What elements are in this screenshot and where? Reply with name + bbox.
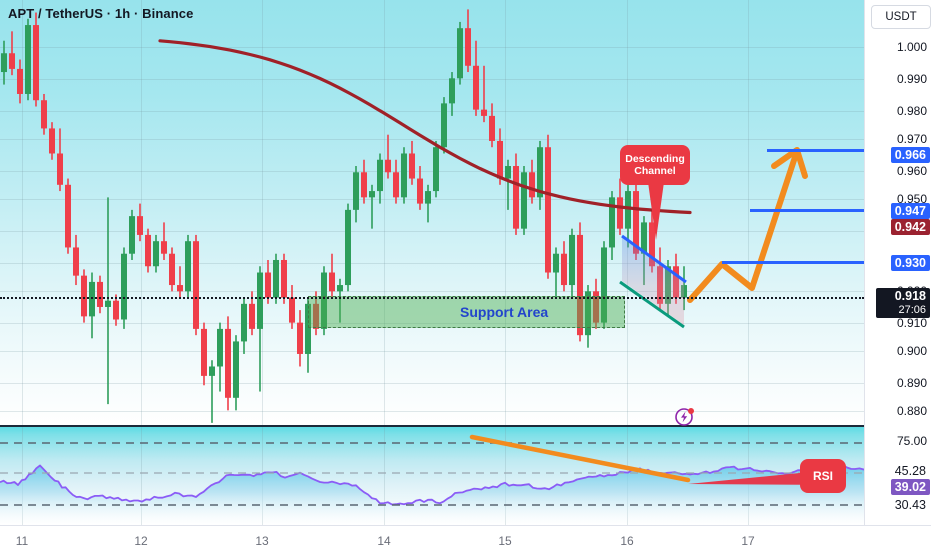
time-tick-14: 14 (377, 534, 391, 548)
descending-channel-callout[interactable]: Descending Channel (620, 145, 690, 185)
time-tick-13: 13 (255, 534, 269, 548)
vgrid (22, 0, 23, 426)
vgrid (22, 427, 23, 525)
vgrid (262, 427, 263, 525)
time-tick-17: 17 (741, 534, 755, 548)
time-axis[interactable]: 11 12 13 14 15 16 17 (0, 525, 931, 556)
price-badge-resistance-0947[interactable]: 0.947 (890, 203, 930, 219)
vgrid (384, 427, 385, 525)
hgrid (0, 231, 864, 232)
price-badge-resistance-0966[interactable]: 0.966 (890, 147, 930, 163)
price-tick-0900: 0.900 (896, 344, 927, 358)
resistance-line-0930[interactable] (722, 261, 864, 264)
support-area-label: Support Area (460, 304, 549, 320)
vgrid (262, 0, 263, 426)
page-title: APT / TetherUS · 1h · Binance (8, 6, 194, 21)
rsi-tick-7500: 75.00 (896, 434, 927, 448)
vgrid (627, 427, 628, 525)
price-tick-0970: 0.970 (896, 132, 927, 146)
hgrid (0, 111, 864, 112)
vgrid (748, 0, 749, 426)
vgrid (141, 0, 142, 426)
price-axis[interactable]: USDT 1.0000.9900.9800.9700.9600.9500.940… (864, 0, 931, 525)
price-tick-0960: 0.960 (896, 164, 927, 178)
moving-average-line (158, 39, 692, 215)
hgrid (0, 199, 864, 200)
price-tick-0880: 0.880 (896, 404, 927, 418)
rsi-tick-3043: 30.43 (890, 497, 930, 513)
hgrid (0, 291, 864, 292)
resistance-line-0966[interactable] (767, 149, 864, 152)
callout-line-1: Descending (625, 153, 685, 165)
hgrid (0, 47, 864, 48)
price-tick-1000: 1.000 (896, 40, 927, 54)
hgrid (0, 351, 864, 352)
price-chart-pane[interactable]: Support Area (0, 0, 864, 426)
candlestick-series (1, 9, 687, 423)
vgrid (505, 427, 506, 525)
vgrid (505, 0, 506, 426)
price-tick-0950: 0.950 (896, 192, 927, 206)
rsi-tick-3902: 39.02 (890, 479, 930, 495)
price-tick-0990: 0.990 (896, 72, 927, 86)
time-tick-12: 12 (134, 534, 148, 548)
hgrid (0, 171, 864, 172)
hgrid (0, 79, 864, 80)
time-tick-15: 15 (498, 534, 512, 548)
rsi-tick-4528: 45.28 (890, 463, 930, 479)
vgrid (748, 427, 749, 525)
lightning-bolt-icon[interactable] (674, 405, 696, 426)
vgrid (141, 427, 142, 525)
hgrid (0, 323, 864, 324)
hgrid (0, 411, 864, 412)
pane-divider (0, 425, 864, 427)
hgrid (0, 139, 864, 140)
vgrid (384, 0, 385, 426)
rsi-callout-label: RSI (812, 469, 833, 483)
time-tick-11: 11 (15, 534, 29, 548)
price-badge-ma-value[interactable]: 0.942 (890, 219, 930, 235)
resistance-line-0947[interactable] (750, 209, 864, 212)
last-price-line (0, 297, 864, 299)
price-series-layer (1, 9, 808, 423)
price-tick-0890: 0.890 (896, 376, 927, 390)
currency-pill[interactable]: USDT (871, 5, 931, 29)
callout-line-2: Channel (634, 165, 676, 177)
rsi-callout[interactable]: RSI (800, 459, 846, 493)
price-badge-resistance-0930[interactable]: 0.930 (890, 255, 930, 271)
support-area-zone[interactable] (308, 296, 625, 328)
rsi-indicator-pane[interactable]: RSI (0, 427, 864, 525)
price-tick-0980: 0.980 (896, 104, 927, 118)
price-badge-last-price[interactable]: 0.918 27:06 (876, 288, 930, 318)
price-tick-0910: 0.910 (896, 316, 927, 330)
callout-pointer-layer (648, 182, 664, 240)
currency-label: USDT (885, 11, 917, 23)
descending-channel (619, 234, 687, 329)
rsi-line (0, 464, 864, 506)
vgrid (627, 0, 628, 426)
time-tick-16: 16 (620, 534, 634, 548)
hgrid (0, 263, 864, 264)
hgrid (0, 383, 864, 384)
rsi-series-layer (0, 434, 864, 525)
